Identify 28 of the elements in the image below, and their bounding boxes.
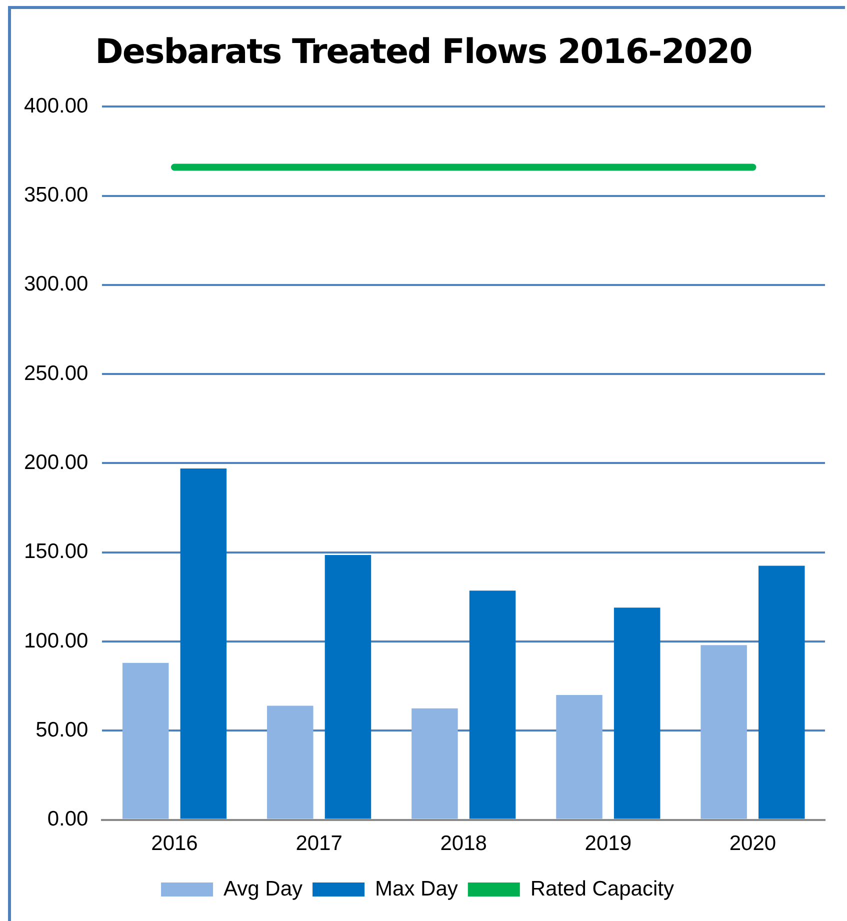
x-tick-label: 2019 [584,832,632,856]
y-tick-label: 200.00 [24,450,88,474]
bar [556,694,602,819]
x-tick-label: 2016 [151,832,198,856]
bar [614,608,660,819]
y-tick-label: 50.00 [36,718,88,742]
y-tick-label: 150.00 [24,540,88,564]
bar [412,708,458,819]
legend-label: Max Day [375,877,458,900]
chart-title: Desbarats Treated Flows 2016-2020 [94,32,753,72]
y-tick-label: 300.00 [24,272,88,296]
legend-label: Avg Day [224,877,304,900]
x-tick-label: 2020 [729,832,776,856]
y-tick-label: 350.00 [24,184,88,207]
bar [180,468,227,819]
legend-label: Rated Capacity [530,877,674,900]
bar [700,645,747,819]
y-tick-label: 100.00 [24,629,88,652]
bar [758,566,805,819]
y-tick-label: 250.00 [24,362,88,385]
bar [122,662,169,819]
y-tick-label: 400.00 [24,94,88,118]
bar [324,555,372,819]
x-tick-label: 2018 [440,832,487,856]
y-tick-label: 0.00 [47,808,88,831]
bar [267,706,314,819]
bar [469,590,516,819]
x-tick-label: 2017 [296,832,342,856]
